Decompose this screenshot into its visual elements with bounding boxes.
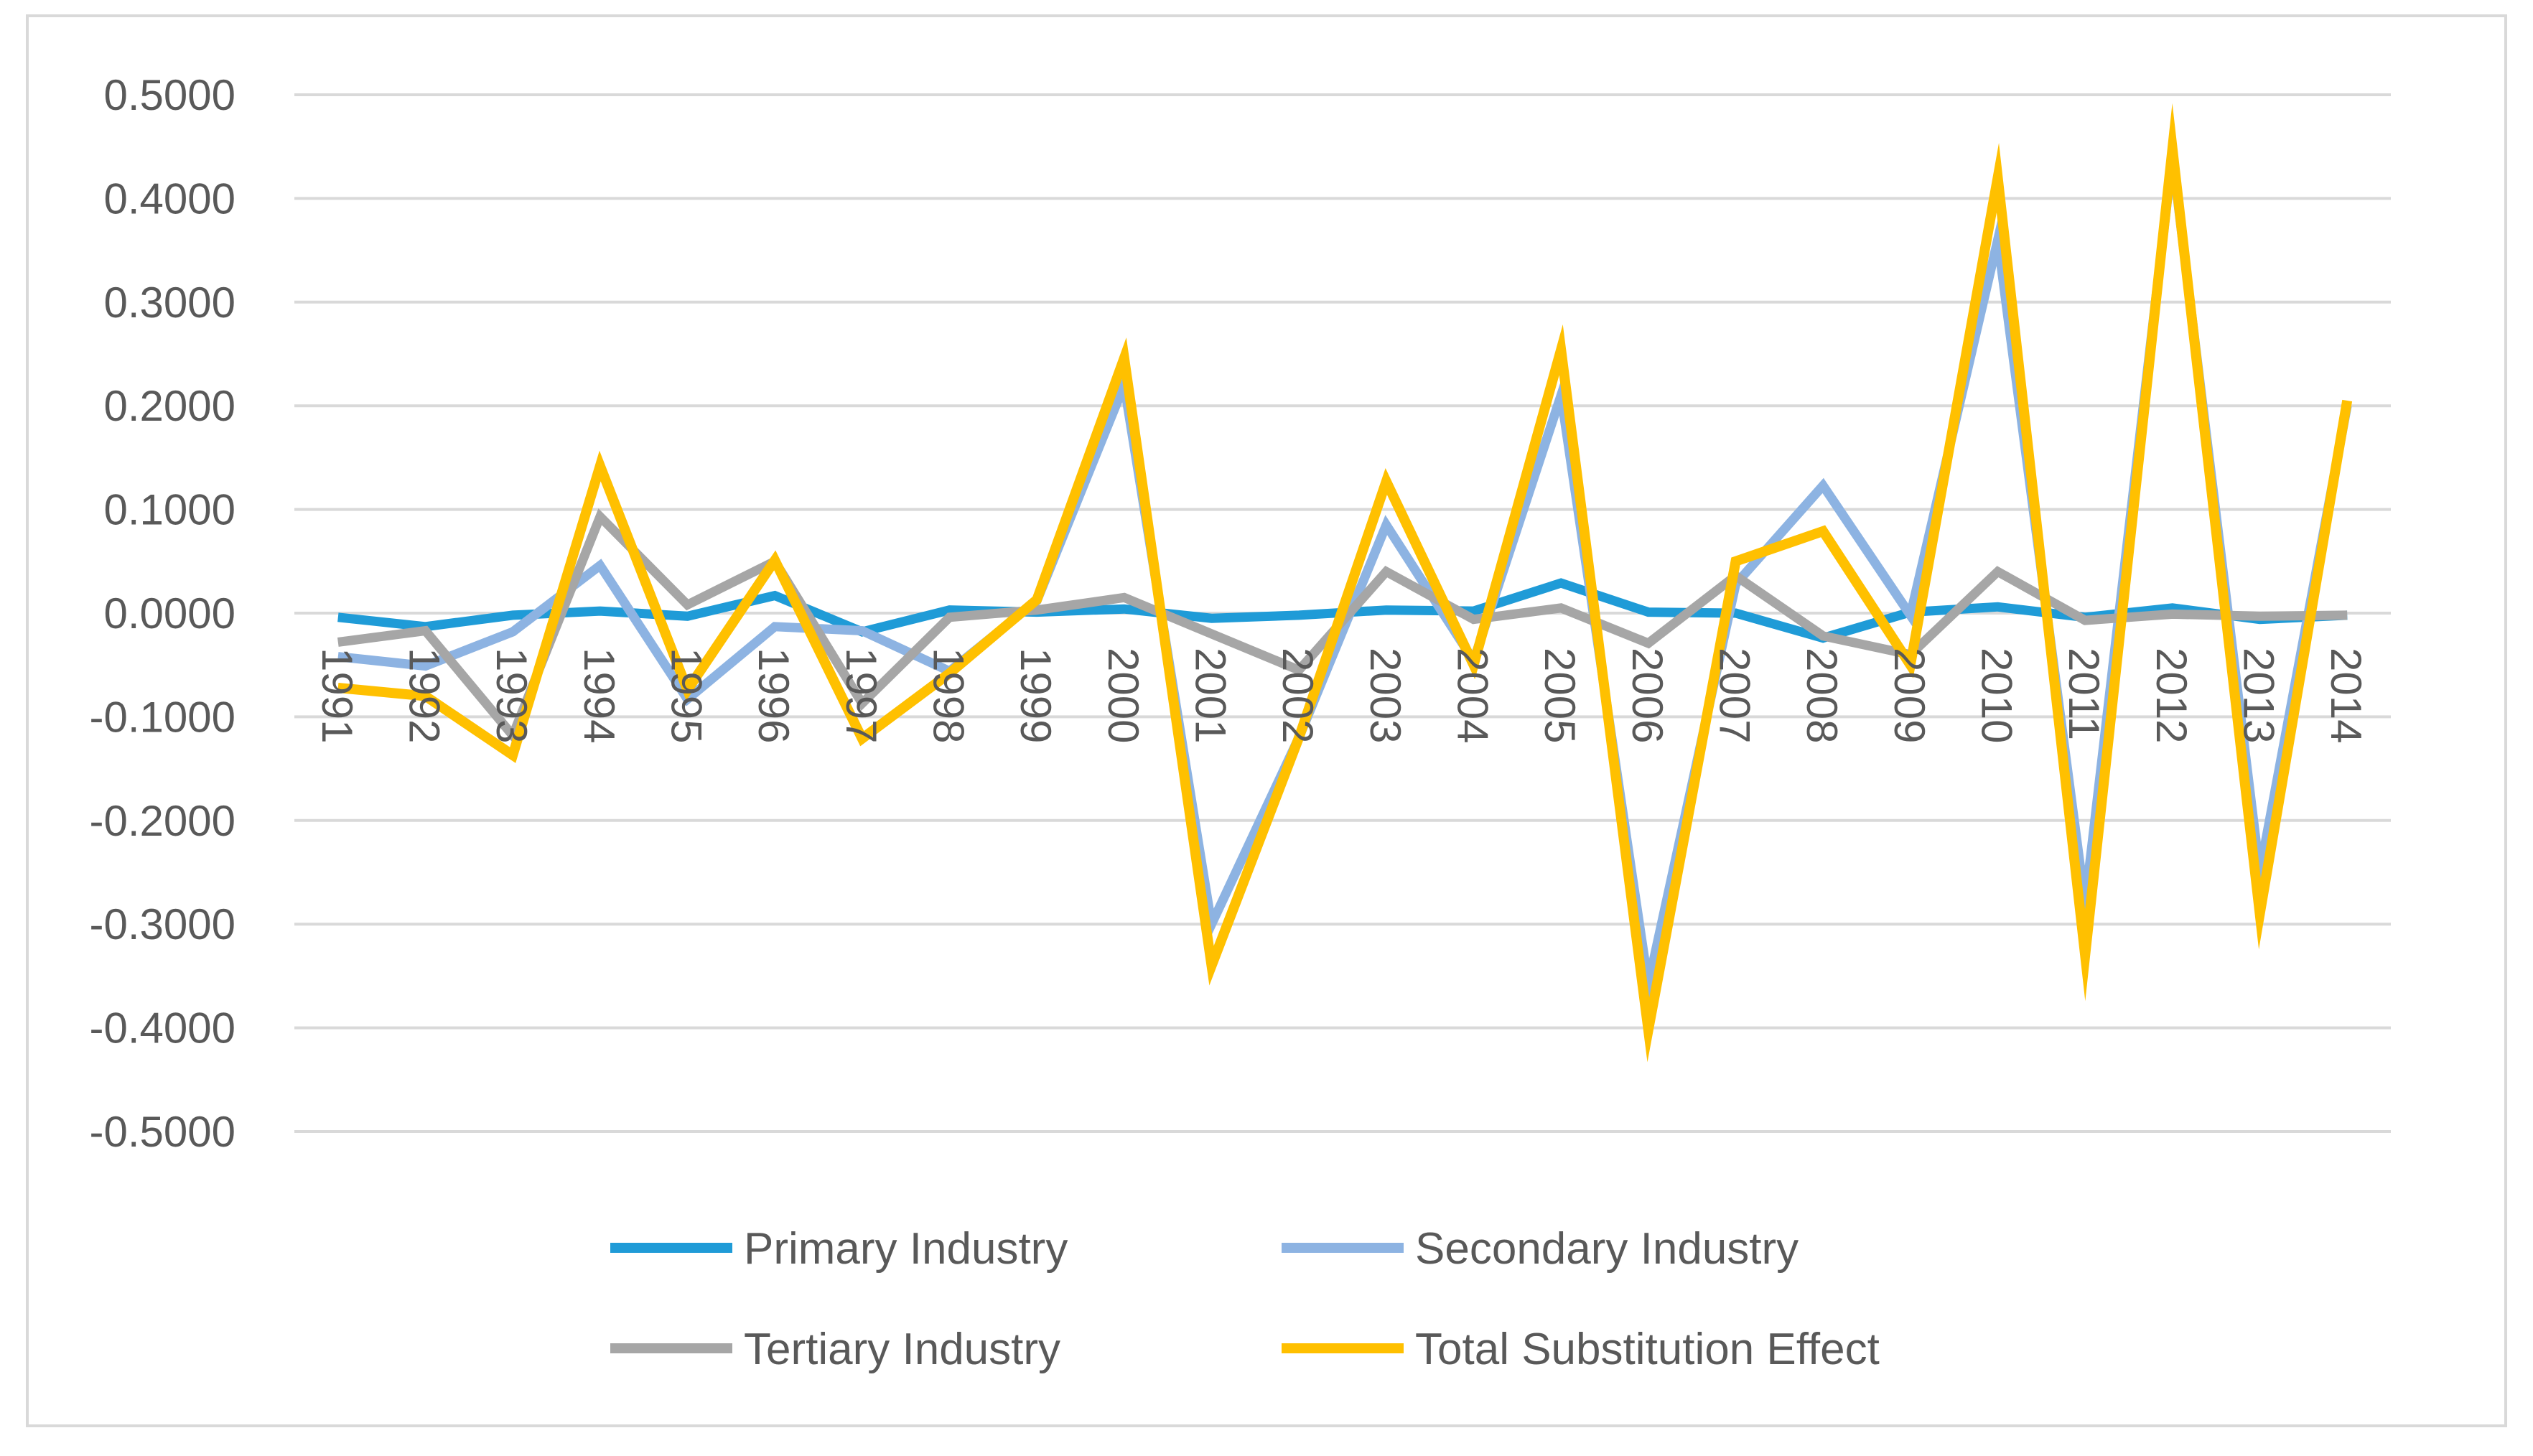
x-tick-label: 2007	[1711, 648, 1759, 743]
series-lines	[337, 103, 2353, 1063]
legend-item-primary-industry: Primary Industry	[610, 1224, 1068, 1274]
x-tick-label: 2004	[1449, 648, 1497, 743]
x-tick-label: 1995	[663, 648, 711, 743]
x-tick-label: 1997	[837, 648, 885, 743]
x-tick-label: 1992	[401, 648, 449, 743]
y-tick-label: 0.2000	[103, 382, 235, 430]
y-tick-label: 0.1000	[103, 486, 235, 534]
legend-label: Primary Industry	[744, 1224, 1068, 1274]
y-tick-label: 0.0000	[103, 589, 235, 638]
y-tick-label: 0.4000	[103, 174, 235, 223]
x-tick-label: 2014	[2322, 648, 2370, 743]
x-tick-label: 2009	[1885, 648, 1933, 743]
legend: Primary Industry Secondary Industry Tertia…	[610, 1224, 1880, 1374]
line-chart: 0.5000 0.4000 0.3000 0.2000 0.1000 0.0000 -0.1…	[90, 71, 2391, 1374]
x-tick-label: 2013	[2235, 648, 2283, 743]
y-tick-label: -0.3000	[90, 900, 236, 948]
x-tick-label: 2000	[1099, 648, 1147, 743]
legend-label: Tertiary Industry	[744, 1325, 1060, 1374]
x-tick-label: 1993	[488, 648, 536, 743]
chart-frame: 0.5000 0.4000 0.3000 0.2000 0.1000 0.0000 -0.1…	[26, 14, 2507, 1427]
y-tick-label: -0.2000	[90, 797, 236, 845]
x-tick-label: 2006	[1623, 648, 1671, 743]
x-tick-label: 2005	[1536, 648, 1584, 743]
x-tick-label: 2008	[1798, 648, 1846, 743]
legend-item-tertiary-industry: Tertiary Industry	[610, 1325, 1060, 1374]
y-tick-label: -0.4000	[90, 1004, 236, 1053]
series-line-total-substitution-effect	[337, 103, 2353, 1063]
x-tick-label: 2010	[1973, 648, 2021, 743]
legend-item-total-substitution-effect: Total Substitution Effect	[1282, 1325, 1880, 1374]
x-tick-label: 2012	[2147, 648, 2196, 743]
y-tick-label: -0.5000	[90, 1108, 236, 1156]
legend-label: Secondary Industry	[1415, 1224, 1799, 1274]
legend-item-secondary-industry: Secondary Industry	[1282, 1224, 1799, 1274]
x-tick-label: 1994	[575, 648, 623, 743]
y-tick-label: 0.5000	[103, 71, 235, 119]
x-tick-label: 2011	[2060, 648, 2108, 740]
x-tick-label: 2003	[1361, 648, 1409, 743]
y-tick-label: -0.1000	[90, 693, 236, 741]
x-axis-ticks: 1991 1992 1993 1994 1995 1996 1997 1998 1999 2000…	[313, 648, 2370, 743]
x-tick-label: 2001	[1187, 648, 1235, 743]
y-tick-label: 0.3000	[103, 279, 235, 327]
x-tick-label: 1996	[750, 648, 798, 743]
y-axis-ticks: 0.5000 0.4000 0.3000 0.2000 0.1000 0.0000 -0.1…	[90, 71, 236, 1156]
x-tick-label: 1998	[925, 648, 973, 743]
x-tick-label: 1991	[313, 648, 361, 743]
x-tick-label: 2002	[1274, 648, 1322, 743]
x-tick-label: 1999	[1012, 648, 1060, 743]
legend-label: Total Substitution Effect	[1415, 1325, 1880, 1374]
